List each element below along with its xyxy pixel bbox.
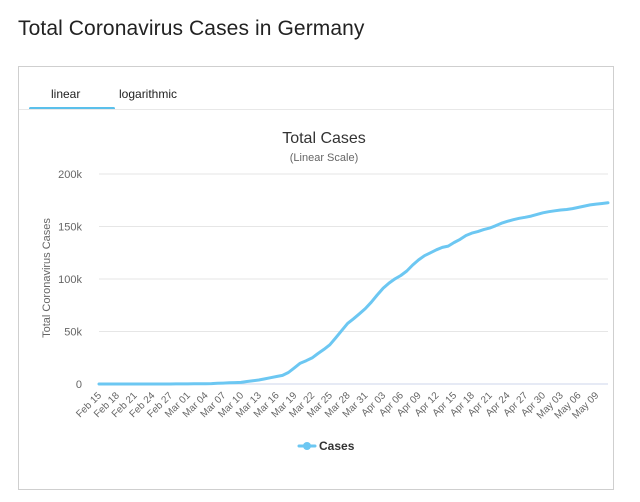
series-line-cases[interactable] [97,201,610,386]
chart-subtitle: (Linear Scale) [290,152,358,164]
y-axis-title: Total Coronavirus Cases [41,218,53,338]
legend[interactable]: Cases [297,439,355,453]
legend-label-cases[interactable]: Cases [319,439,355,453]
y-tick-label: 50k [64,327,82,339]
tab-linear[interactable]: linear [51,87,81,101]
active-tab-indicator [29,107,115,110]
y-tick-label: 200k [58,169,82,181]
legend-marker-cases [303,442,311,450]
tab-logarithmic[interactable]: logarithmic [119,87,178,101]
chart-panel: linear logarithmic [18,66,614,490]
y-axis-ticks: 0 50k 100k 150k 200k [58,169,82,391]
tabs-divider [19,109,613,110]
y-tick-label: 150k [58,222,82,234]
gridlines [99,173,608,385]
scale-tabs: linear logarithmic [19,67,613,110]
y-tick-label: 100k [58,274,82,286]
chart-title: Total Cases [282,130,366,147]
page-title: Total Coronavirus Cases in Germany [18,17,365,40]
y-tick-label: 0 [76,379,82,391]
